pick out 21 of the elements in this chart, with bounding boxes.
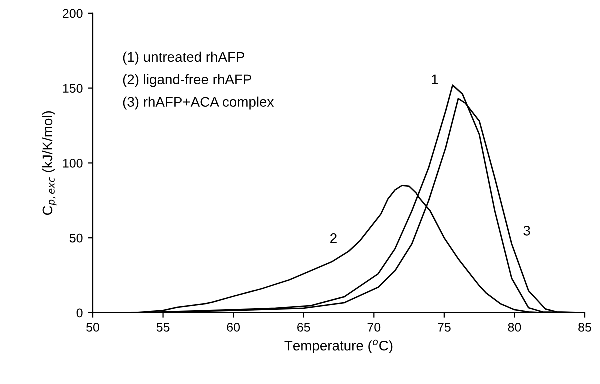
x-tick-label: 70	[368, 323, 381, 332]
y-tick-label: 200	[63, 9, 83, 18]
series-label: 1	[432, 74, 438, 84]
series-label: 3	[524, 226, 530, 236]
series-label: 2	[330, 233, 337, 244]
y-axis-title: C$_{p,exc}$ (kJ/K/mol)	[42, 111, 57, 216]
y-tick-label: 50	[70, 234, 83, 243]
y-tick-label: 0	[76, 308, 83, 318]
x-tick-label: 65	[298, 323, 310, 332]
x-axis-title: Temperature ($^{o}$C)	[284, 340, 393, 354]
x-tick-label: 50	[86, 323, 100, 332]
x-tick-label: 60	[227, 323, 240, 332]
y-tick-label: 150	[63, 84, 83, 93]
x-tick-label: 80	[508, 323, 522, 332]
annotation: (2) ligand-free rhAFP	[123, 74, 252, 88]
y-tick-label: 100	[63, 159, 83, 168]
x-tick-label: 55	[156, 323, 170, 332]
x-tick-label: 85	[578, 323, 592, 332]
x-tick-label: 75	[438, 323, 451, 332]
annotation: (3) rhAFP+ACA complex	[123, 96, 274, 110]
annotation: (1) untreated rhAFP	[123, 52, 245, 65]
